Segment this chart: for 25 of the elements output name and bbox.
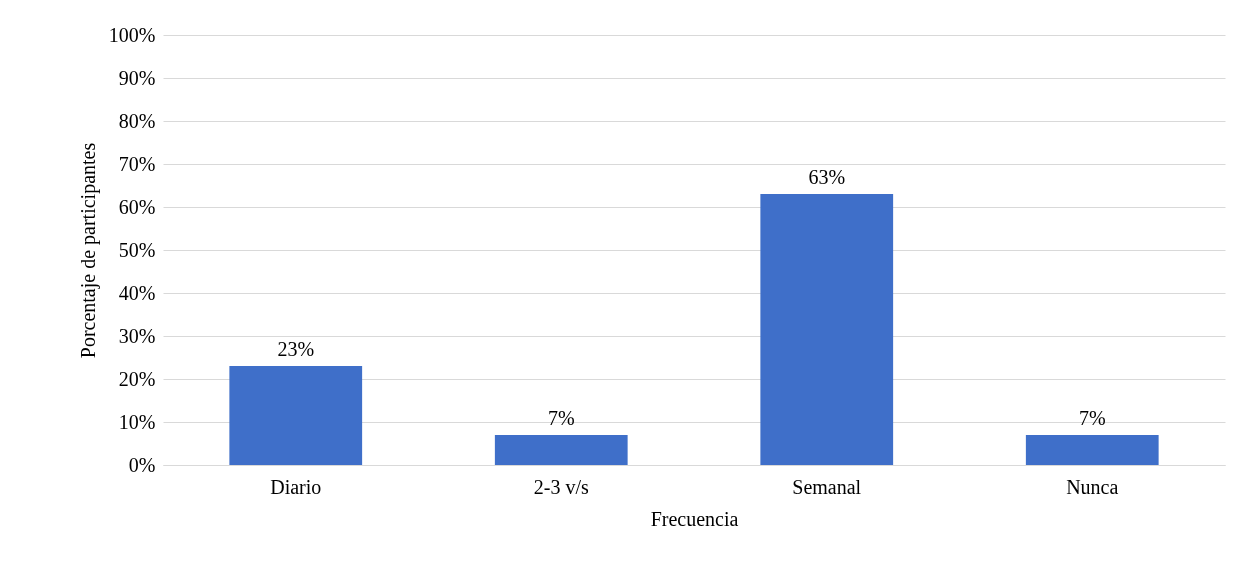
y-tick-label: 80%: [118, 109, 156, 132]
y-tick-label: 20%: [118, 367, 156, 390]
y-tick-label: 0%: [128, 453, 156, 476]
data-label: 7%: [1078, 406, 1106, 429]
data-label: 7%: [547, 406, 575, 429]
x-tick-label: Diario: [270, 475, 322, 498]
x-tick-label: Nunca: [1066, 475, 1119, 498]
y-tick-label: 50%: [118, 238, 156, 261]
y-axis-title: Porcentaje de participantes: [76, 142, 100, 359]
data-label: 23%: [277, 338, 315, 361]
x-tick-label: 2-3 v/s: [533, 475, 589, 498]
bar: [229, 366, 363, 465]
y-tick-label: 100%: [108, 23, 156, 46]
y-tick-label: 60%: [118, 195, 156, 218]
x-axis-title: Frecuencia: [650, 507, 739, 530]
data-label: 63%: [808, 166, 846, 189]
y-tick-label: 10%: [118, 410, 156, 433]
y-tick-label: 90%: [118, 66, 156, 89]
x-tick-label: Semanal: [792, 475, 862, 498]
bar: [494, 434, 628, 465]
y-tick-label: 30%: [118, 324, 156, 347]
y-tick-label: 40%: [118, 281, 156, 304]
y-tick-label: 70%: [118, 152, 156, 175]
bar: [760, 194, 894, 465]
bar: [1025, 434, 1159, 465]
